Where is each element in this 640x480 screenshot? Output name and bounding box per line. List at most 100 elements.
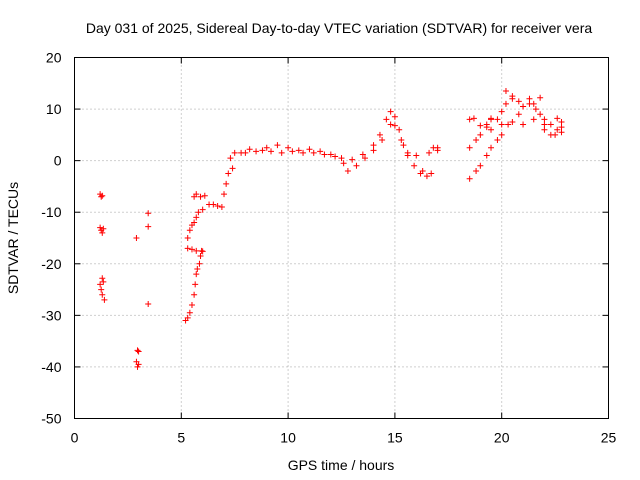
data-point <box>97 281 104 288</box>
data-point <box>289 148 296 155</box>
data-point <box>488 116 495 123</box>
y-tick-label: 20 <box>46 50 62 66</box>
data-point <box>263 144 270 151</box>
data-point <box>191 291 198 298</box>
data-point <box>246 146 253 153</box>
data-point <box>426 149 433 156</box>
data-point <box>558 118 565 125</box>
data-point <box>194 265 201 272</box>
data-point <box>285 144 292 151</box>
y-tick-label: -20 <box>41 256 61 272</box>
x-tick-label: 20 <box>494 430 510 446</box>
data-point <box>225 170 232 177</box>
y-tick-label: -50 <box>41 411 61 427</box>
y-tick-label: 10 <box>46 101 62 117</box>
data-point <box>498 108 505 115</box>
data-point <box>494 116 501 123</box>
data-point <box>541 126 548 133</box>
data-point <box>242 149 249 156</box>
data-point <box>340 160 347 167</box>
x-tick-label: 15 <box>387 430 403 446</box>
data-point <box>145 301 152 308</box>
data-point <box>488 144 495 151</box>
data-point <box>193 271 200 278</box>
data-point <box>223 180 230 187</box>
data-point <box>199 248 206 255</box>
data-point <box>97 224 104 231</box>
data-point <box>134 347 141 354</box>
data-point <box>359 151 366 158</box>
data-point <box>193 191 200 198</box>
y-tick-label: -10 <box>41 204 61 220</box>
data-point <box>317 148 324 155</box>
data-point <box>268 148 275 155</box>
data-point <box>188 302 195 309</box>
data-point <box>396 126 403 133</box>
data-point <box>477 131 484 138</box>
data-point <box>541 121 548 128</box>
data-point <box>376 131 383 138</box>
data-point <box>300 149 307 156</box>
data-point <box>100 278 107 285</box>
data-point <box>227 155 234 162</box>
data-point <box>186 227 193 234</box>
data-point <box>98 286 105 293</box>
data-point <box>554 126 561 133</box>
data-point <box>387 108 394 115</box>
data-point <box>184 314 191 321</box>
y-tick-label: -40 <box>41 359 61 375</box>
data-point <box>413 152 420 159</box>
data-point <box>532 106 539 113</box>
chart-title: Day 031 of 2025, Sidereal Day-to-day VTE… <box>86 20 592 36</box>
data-point <box>195 209 202 216</box>
data-point <box>417 170 424 177</box>
data-point <box>483 152 490 159</box>
data-point <box>199 206 206 213</box>
data-point <box>310 149 317 156</box>
data-point <box>428 170 435 177</box>
data-point <box>466 116 473 123</box>
data-point <box>558 124 565 131</box>
data-point <box>201 192 208 199</box>
data-point <box>423 173 430 180</box>
data-point <box>361 155 368 162</box>
data-point <box>135 361 142 368</box>
data-point <box>505 121 512 128</box>
data-point <box>184 245 191 252</box>
data-point <box>515 98 522 105</box>
data-point <box>404 152 411 159</box>
data-point <box>502 88 509 95</box>
data-point <box>214 203 221 210</box>
data-point <box>398 137 405 144</box>
data-point <box>278 149 285 156</box>
data-point <box>494 137 501 144</box>
x-axis-label: GPS time / hours <box>288 457 395 473</box>
data-point <box>383 116 390 123</box>
x-tick-label: 0 <box>71 430 79 446</box>
data-point <box>379 137 386 144</box>
data-point <box>197 253 204 260</box>
data-point <box>186 309 193 316</box>
data-point <box>338 155 345 162</box>
data-point <box>400 142 407 149</box>
data-point <box>101 296 108 303</box>
data-point <box>537 94 544 101</box>
data-point <box>197 193 204 200</box>
data-point <box>470 115 477 122</box>
data-point <box>466 175 473 182</box>
data-point <box>134 363 141 370</box>
y-axis-label: SDTVAR / TECUs <box>5 182 21 294</box>
data-point <box>191 219 198 226</box>
data-point <box>193 214 200 221</box>
x-tick-label: 5 <box>177 430 185 446</box>
data-point <box>193 247 200 254</box>
data-point <box>353 162 360 169</box>
data-point <box>196 260 203 267</box>
data-point <box>477 122 484 129</box>
data-point <box>541 116 548 123</box>
data-point <box>554 115 561 122</box>
data-point <box>434 147 441 154</box>
data-point <box>210 201 217 208</box>
data-points <box>97 88 565 370</box>
